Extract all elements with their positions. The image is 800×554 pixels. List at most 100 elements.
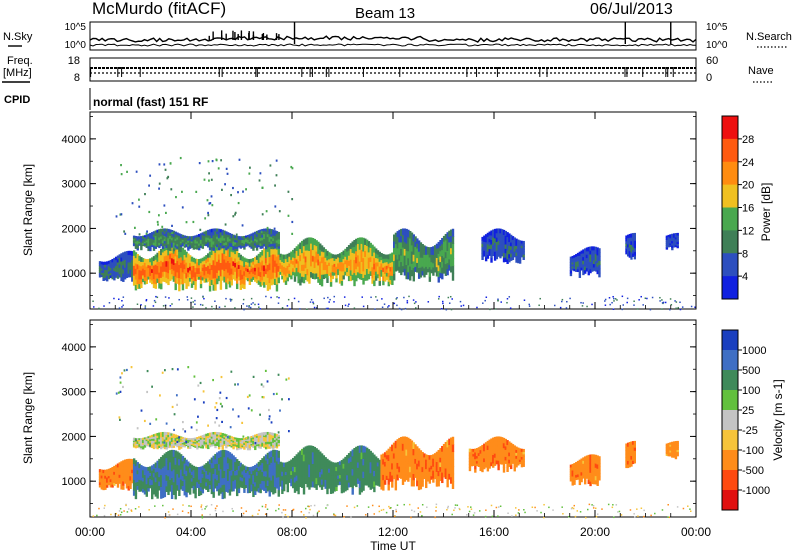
echo-cell [502,437,506,444]
echo-cell [329,465,333,472]
echo-cell [230,453,233,460]
echo-cell [158,463,161,469]
echo-cell [367,273,371,280]
echo-cell [132,238,136,241]
echo-cell [468,467,472,472]
echo-cell [214,440,217,444]
scatter-point [415,301,417,303]
echo-cell [284,258,288,264]
echo-cell [196,475,199,480]
echo-cell [257,441,261,445]
echo-cell [246,268,250,272]
echo-cell [364,262,367,269]
echo-cell [203,437,206,440]
echo-cell [674,242,678,246]
noise-right-tick-top: 10^5 [706,22,728,33]
echo-cell [185,239,188,242]
echo-cell [506,232,509,238]
echo-cell [235,244,239,247]
echo-cell [226,245,230,249]
echo-cell [569,262,573,266]
echo-cell [468,451,472,456]
echo-cell [380,272,383,277]
echo-cell [136,244,139,247]
echo-cell [483,253,486,257]
echo-cell [243,239,246,243]
echo-cell [490,461,493,467]
echo-cell [405,449,408,456]
echo-cell [403,462,406,469]
echo-cell [176,451,179,458]
echo-cell [217,470,221,477]
echo-cell [107,268,111,272]
echo-cell [437,480,440,487]
echo-cell [214,238,217,242]
echo-cell [374,257,378,263]
echo-cell [365,453,369,459]
echo-cell [432,246,435,251]
echo-cell [194,267,197,273]
echo-cell [122,481,125,486]
echo-cell [245,469,248,473]
echo-cell [248,259,252,264]
echo-cell [575,259,578,262]
echo-cell [435,471,439,477]
echo-cell [151,242,154,246]
echo-cell [272,475,275,482]
scatter-point [276,296,278,298]
echo-cell [451,451,455,460]
echo-cell [170,491,174,500]
echo-cell [163,465,167,473]
echo-cell [127,258,130,263]
echo-cell [176,468,179,475]
echo-cell [216,244,219,251]
echo-cell [158,434,161,438]
echo-cell [226,442,230,445]
echo-cell [477,447,481,451]
echo-cell [152,446,156,450]
scatter-point [286,305,289,307]
scatter-point [211,160,214,163]
echo-cell [317,474,320,481]
echo-cell [161,440,165,444]
echo-cell [410,479,414,487]
echo-cell [160,434,163,438]
echo-cell [513,467,516,472]
echo-cell [234,441,237,444]
echo-cell [185,267,188,274]
echo-cell [380,262,383,267]
echo-cell [569,473,573,477]
echo-cell [147,473,150,478]
echo-cell [425,258,428,263]
echo-cell [106,477,109,481]
echo-cell [239,284,243,290]
echo-cell [223,463,226,472]
scatter-point [192,306,194,308]
echo-cell [241,278,244,284]
echo-cell [297,255,300,262]
echo-cell [237,239,241,242]
echo-cell [295,250,299,256]
echo-cell [428,475,431,480]
echo-cell [205,433,208,437]
echo-cell [301,252,304,260]
echo-cell [396,468,399,475]
echo-cell [210,436,214,439]
echo-cell [313,452,317,459]
echo-cell [281,268,284,273]
echo-cell [163,459,167,467]
echo-cell [183,237,186,240]
echo-cell [248,266,252,271]
scatter-point [164,296,167,298]
echo-cell [428,479,431,484]
echo-cell [205,230,208,234]
echo-cell [596,251,599,256]
echo-cell [587,254,590,260]
echo-cell [132,270,136,276]
echo-cell [513,254,516,258]
echo-cell [435,262,439,268]
echo-cell [141,437,145,440]
echo-cell [131,472,134,477]
echo-cell [333,470,336,476]
echo-cell [408,455,412,462]
